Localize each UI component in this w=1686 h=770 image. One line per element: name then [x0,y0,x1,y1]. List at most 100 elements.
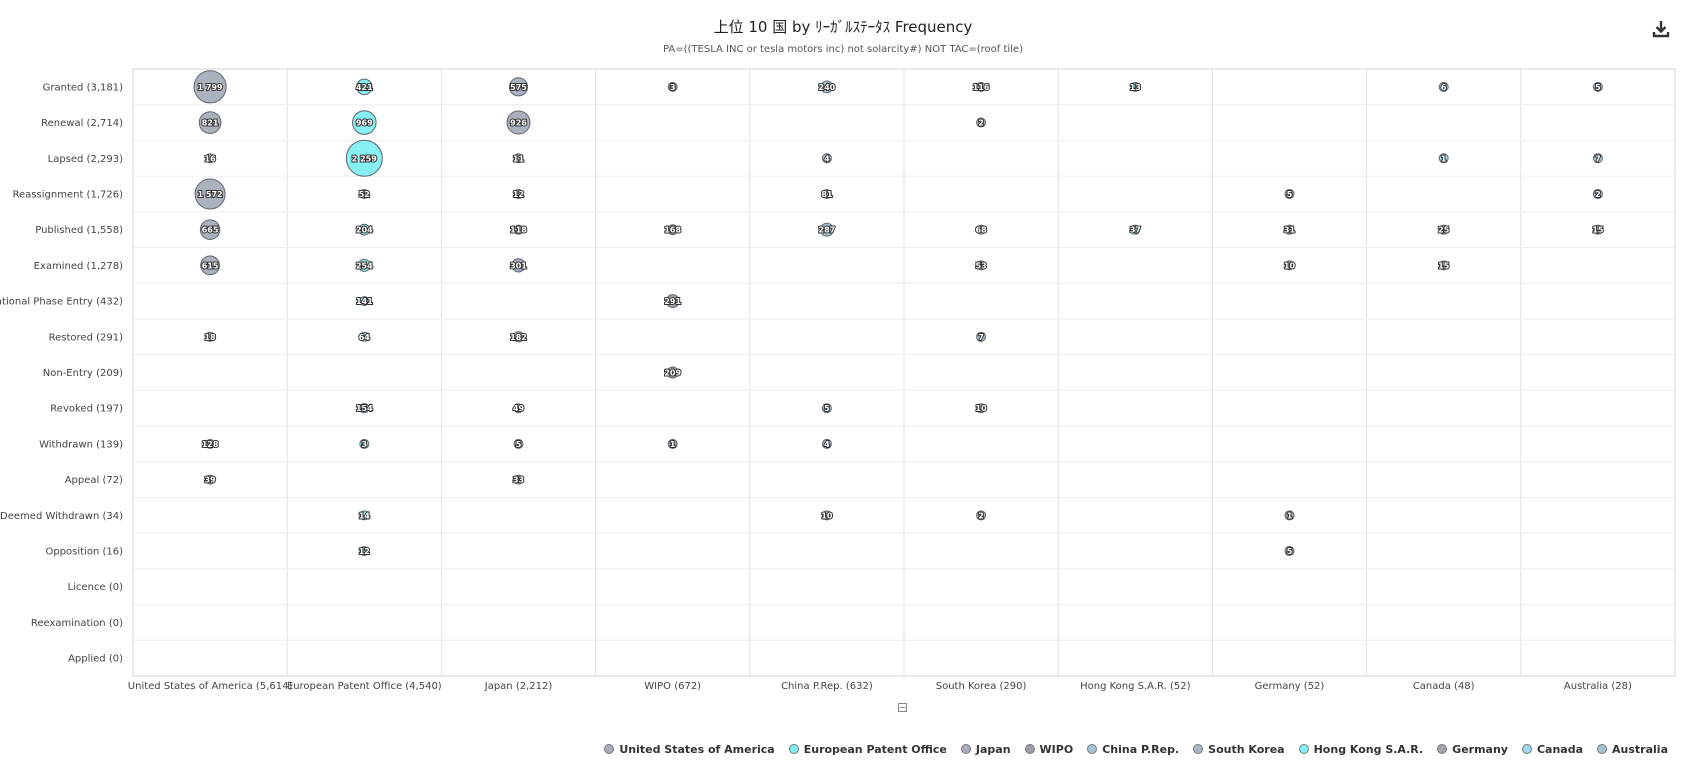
legend-item[interactable]: China P.Rep. [1087,743,1179,756]
bubble-value-label: 12 [359,547,370,556]
y-tick-label: Revoked (197) [50,404,123,415]
legend-swatch [1299,744,1309,754]
bubble-value-label: 141 [356,297,373,306]
legend-item[interactable]: Japan [961,743,1011,756]
y-tick-label: Non-Entry (209) [43,368,123,379]
legend-item[interactable]: South Korea [1193,743,1284,756]
y-tick-label: Restored (291) [49,332,123,343]
bubble-value-label: 240 [819,83,836,92]
bubble-value-label: 128 [202,440,219,449]
bubble-value-label: 10 [821,511,833,520]
bubble-value-label: 3 [362,440,368,449]
bubble-value-label: 291 [664,297,681,306]
bubble-value-label: 64 [359,333,371,342]
bubble-value-label: 204 [356,226,373,235]
legend-label: Hong Kong S.A.R. [1314,743,1424,756]
bubble-value-label: 116 [973,83,990,92]
bubble-value-label: 31 [1284,226,1296,235]
bubble-value-label: 1 [1287,511,1293,520]
bubble-value-label: 10 [976,404,988,413]
bubble-value-label: 18 [205,333,217,342]
bubble-value-label: 16 [205,154,217,163]
bubble-value-label: 4 [824,154,830,163]
x-tick-label: China P.Rep. (632) [781,681,873,692]
y-tick-label: Licence (0) [68,582,123,593]
legend-item[interactable]: Hong Kong S.A.R. [1299,743,1424,756]
bubble-value-label: 1 799 [198,83,223,92]
bubble-value-label: 7 [1595,154,1601,163]
legend-swatch [1597,744,1607,754]
legend-label: Canada [1537,743,1583,756]
legend-label: European Patent Office [804,743,947,756]
x-tick-label: Germany (52) [1255,681,1325,692]
bubble-value-label: 182 [510,333,527,342]
bubble-value-label: 49 [513,404,525,413]
legend-label: South Korea [1208,743,1284,756]
x-tick-label: WIPO (672) [644,681,701,692]
legend-item[interactable]: Germany [1437,743,1508,756]
bubble-value-label: 13 [1130,83,1141,92]
bubble-value-label: 969 [356,119,373,128]
x-tick-label: United States of America (5,614) [128,681,293,692]
legend-label: Germany [1452,743,1508,756]
legend: United States of America European Patent … [604,740,1668,758]
bubble-value-label: 665 [202,226,219,235]
bubble-value-label: 15 [1592,226,1604,235]
x-tick-label: Canada (48) [1413,681,1475,692]
bubble-value-label: 2 [978,119,984,128]
bubble-value-label: 1 [1441,154,1447,163]
bubble-value-label: 11 [513,154,525,163]
bubble-value-label: 6 [1441,83,1447,92]
bubble-value-label: 615 [202,261,219,270]
bubble-value-label: 12 [513,190,524,199]
x-tick-label: Australia (28) [1564,681,1632,692]
legend-item[interactable]: Canada [1522,743,1583,756]
bubble-value-label: 53 [976,261,987,270]
bubble-value-label: 926 [510,119,527,128]
y-tick-label: Published (1,558) [35,225,123,236]
bubble-value-label: 5 [824,404,830,413]
legend-item[interactable]: European Patent Office [789,743,947,756]
y-tick-label: Applied (0) [68,654,123,665]
bubble-value-label: 2 [978,511,984,520]
y-tick-label: Opposition (16) [45,547,123,558]
bubble-value-label: 2 [1595,190,1601,199]
y-tick-label: Deemed Withdrawn (34) [0,511,123,522]
bubble-value-label: 1 [670,440,676,449]
y-tick-label: Lapsed (2,293) [48,154,123,165]
axis-icon [898,703,907,712]
legend-swatch [789,744,799,754]
bubble-value-label: 14 [359,511,371,520]
bubble-value-label: 81 [821,190,833,199]
y-tick-label: Withdrawn (139) [39,439,123,450]
bubble-value-label: 254 [356,261,373,270]
bubble-value-label: 575 [510,83,527,92]
legend-label: China P.Rep. [1102,743,1179,756]
bubble-value-label: 5 [1595,83,1601,92]
y-tick-label: National Phase Entry (432) [0,297,123,308]
bubble-value-label: 301 [510,261,527,270]
y-tick-label: Reexamination (0) [31,618,123,629]
legend-swatch [1025,744,1035,754]
x-tick-label: South Korea (290) [936,681,1027,692]
y-tick-label: Granted (3,181) [43,82,123,93]
bubble-value-label: 154 [356,404,373,413]
legend-swatch [1437,744,1447,754]
y-tick-label: Renewal (2,714) [41,118,123,129]
bubble-value-label: 821 [202,119,219,128]
bubble-value-label: 287 [819,226,836,235]
bubble-value-label: 4 [824,440,830,449]
legend-item[interactable]: United States of America [604,743,774,756]
legend-swatch [1193,744,1203,754]
bubble-value-label: 421 [356,83,373,92]
x-tick-label: European Patent Office (4,540) [287,681,442,692]
legend-item[interactable]: WIPO [1025,743,1074,756]
bubble-value-label: 25 [1438,226,1450,235]
x-tick-label: Japan (2,212) [484,681,553,692]
legend-swatch [604,744,614,754]
bubble-value-label: 118 [510,226,527,235]
y-tick-label: Appeal (72) [65,475,123,486]
legend-item[interactable]: Australia [1597,743,1668,756]
legend-swatch [1087,744,1097,754]
